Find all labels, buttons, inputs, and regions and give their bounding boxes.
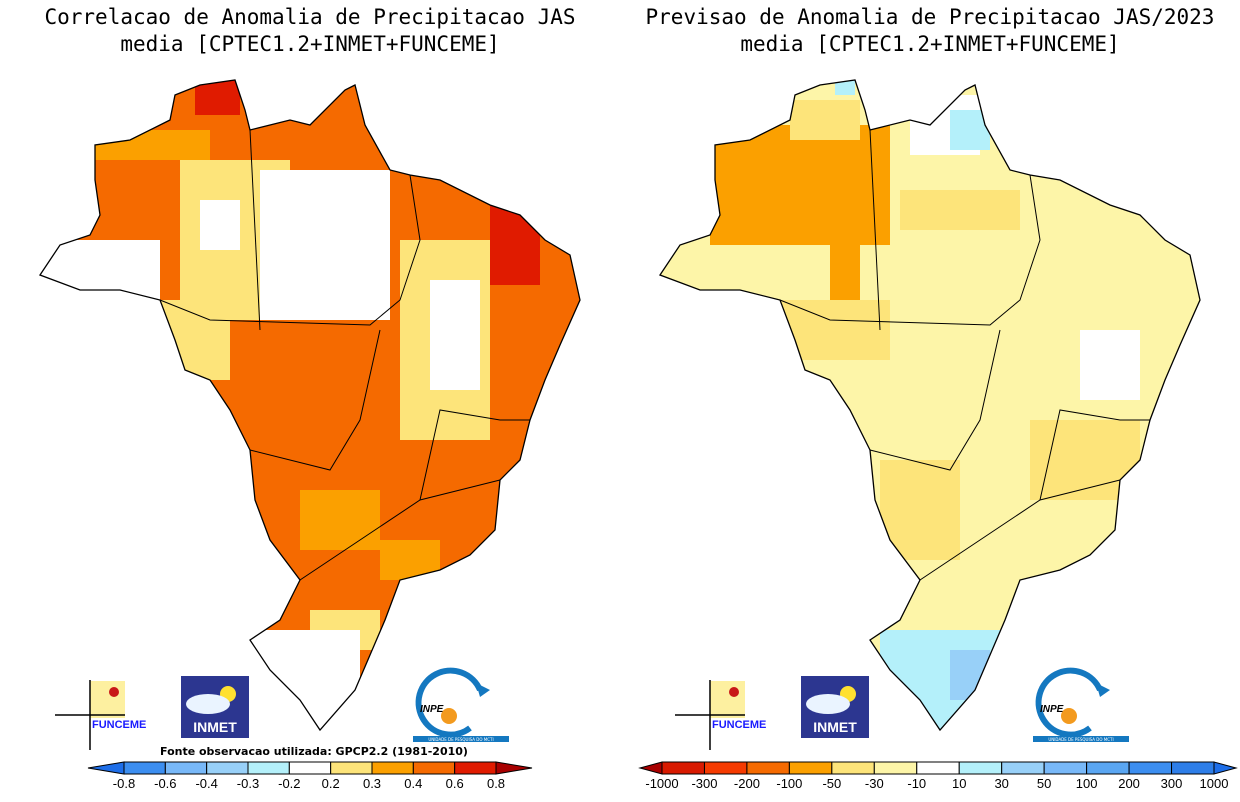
colorbar-box	[371, 761, 414, 775]
funceme-logo-text: FUNCEME	[712, 719, 766, 731]
colorbar-box	[288, 761, 332, 775]
colorbar-low-arrow	[638, 761, 663, 775]
logos-left: FUNCEME INMET INPE UNIDADE DE PESQUISA D…	[55, 667, 509, 750]
left-title-line1: Correlacao de Anomalia de Precipitacao J…	[44, 5, 576, 29]
logos-right: FUNCEME INMET INPE UNIDADE DE PESQUISA D…	[675, 667, 1129, 750]
colorbar-high-arrow	[1213, 761, 1238, 775]
colorbar-tick-label: 0.6	[445, 776, 464, 791]
colorbar-box	[164, 761, 208, 775]
inpe-logo: INPE UNIDADE DE PESQUISA DO MCTI	[413, 667, 509, 742]
colorbar-box	[412, 761, 456, 775]
colorbar-box	[916, 761, 960, 775]
colorbar-tick-label: 50	[1036, 776, 1052, 791]
colorbar-box	[746, 761, 790, 775]
colorbar-box	[873, 761, 918, 775]
colorbar-tick-label: 10	[951, 776, 967, 791]
colorbar-tick-label: -200	[733, 776, 760, 791]
right-colorbar	[638, 761, 1238, 775]
colorbar-tick-label: 0.2	[321, 776, 340, 791]
colorbar-tick-label: -10	[907, 776, 927, 791]
colorbar-low-arrow	[87, 761, 125, 775]
inpe-logo-subtext: UNIDADE DE PESQUISA DO MCTI	[1048, 737, 1113, 742]
colorbar-box	[831, 761, 875, 775]
colorbar-tick-label: -0.6	[154, 776, 177, 791]
inmet-logo-text: INMET	[193, 719, 237, 735]
colorbar-tick-label: 100	[1075, 776, 1098, 791]
colorbar-box	[788, 761, 833, 775]
left-title-line2: media [CPTEC1.2+INMET+FUNCEME]	[120, 32, 500, 56]
colorbar-box	[703, 761, 748, 775]
colorbar-box	[247, 761, 290, 775]
funceme-logo: FUNCEME	[675, 680, 766, 750]
right-title-line1: Previsao de Anomalia de Precipitacao JAS…	[645, 5, 1215, 29]
right-map-title: Previsao de Anomalia de Precipitacao JAS…	[620, 4, 1240, 58]
left-map-title: Correlacao de Anomalia de Precipitacao J…	[0, 4, 620, 58]
colorbar-box	[1128, 761, 1173, 775]
inmet-logo: INMET	[801, 676, 869, 738]
colorbar-tick-label: 300	[1160, 776, 1183, 791]
colorbar-tick-label: -0.3	[236, 776, 260, 791]
colorbar-tick-label: -30	[864, 776, 884, 791]
inpe-logo: INPE UNIDADE DE PESQUISA DO MCTI	[1033, 667, 1129, 742]
colorbar-box	[1043, 761, 1088, 775]
colorbar-tick-label: -100	[776, 776, 803, 791]
colorbar-tick-label: -50	[822, 776, 842, 791]
colorbar-box	[1086, 761, 1130, 775]
colorbar-tick-label: -300	[691, 776, 718, 791]
funceme-logo: FUNCEME	[55, 680, 146, 750]
colorbar-tick-label: 0.8	[486, 776, 506, 791]
colorbar-high-arrow	[495, 761, 533, 775]
colorbar-tick-label: -0.2	[278, 776, 301, 791]
colorbar-tick-label: -1000	[645, 776, 679, 791]
colorbar-box	[454, 761, 497, 775]
colorbar-box	[123, 761, 166, 775]
source-note: Fonte observacao utilizada: GPCP2.2 (198…	[160, 745, 468, 758]
inmet-logo-text: INMET	[813, 719, 857, 735]
left-correlation-map	[39, 79, 581, 731]
funceme-logo-text: FUNCEME	[92, 719, 146, 731]
inpe-logo-subtext: UNIDADE DE PESQUISA DO MCTI	[428, 737, 493, 742]
colorbar-tick-label: -0.4	[195, 776, 218, 791]
colorbar-box	[1171, 761, 1215, 775]
colorbar-tick-label: 200	[1118, 776, 1140, 791]
colorbar-tick-label: 30	[994, 776, 1009, 791]
colorbar-tick-label: 0.4	[404, 776, 423, 791]
colorbar-tick-label: 0.3	[362, 776, 382, 791]
colorbar-box	[330, 761, 373, 775]
inpe-logo-text: INPE	[1040, 704, 1064, 715]
left-colorbar	[87, 761, 533, 775]
colorbar-box	[958, 761, 1003, 775]
colorbar-box	[206, 761, 249, 775]
colorbar-box	[1001, 761, 1045, 775]
right-forecast-map	[659, 79, 1201, 731]
colorbar-box	[661, 761, 705, 775]
inmet-logo: INMET	[181, 676, 249, 738]
colorbar-tick-label: 1000	[1199, 776, 1229, 791]
inpe-logo-text: INPE	[420, 704, 444, 715]
colorbar-tick-label: -0.8	[112, 776, 136, 791]
right-title-line2: media [CPTEC1.2+INMET+FUNCEME]	[740, 32, 1120, 56]
